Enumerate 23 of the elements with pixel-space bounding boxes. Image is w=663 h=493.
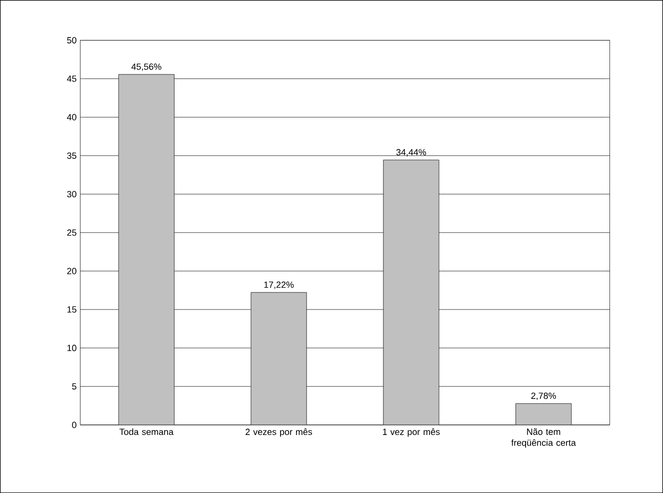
y-tick-label: 0 bbox=[72, 422, 76, 428]
x-tick-label: 1 vez por mês bbox=[382, 428, 440, 437]
bar bbox=[118, 74, 174, 425]
y-tick-label: 25 bbox=[67, 229, 76, 236]
data-label: 45,56% bbox=[131, 63, 162, 71]
y-tick-label: 50 bbox=[67, 37, 76, 44]
y-tick-label: 30 bbox=[67, 190, 76, 198]
x-tick-label: Toda semana bbox=[119, 428, 174, 435]
y-tick-label: 35 bbox=[67, 152, 76, 159]
data-label: 34,44% bbox=[396, 148, 426, 156]
data-label: 2,78% bbox=[531, 392, 556, 400]
bar bbox=[383, 160, 440, 425]
y-tick-label: 5 bbox=[72, 383, 76, 390]
x-tick-label: Não tem freqüência certa bbox=[511, 428, 576, 448]
y-tick-label: 15 bbox=[67, 306, 76, 313]
bar bbox=[250, 292, 307, 425]
bar bbox=[516, 403, 572, 425]
data-label: 17,22% bbox=[264, 281, 294, 289]
y-tick-label: 20 bbox=[67, 268, 76, 274]
y-tick-label: 40 bbox=[66, 114, 76, 120]
y-tick-label: 10 bbox=[67, 344, 76, 352]
x-tick-label: 2 vezes por mês bbox=[246, 428, 312, 437]
y-tick-label: 45 bbox=[66, 76, 76, 82]
